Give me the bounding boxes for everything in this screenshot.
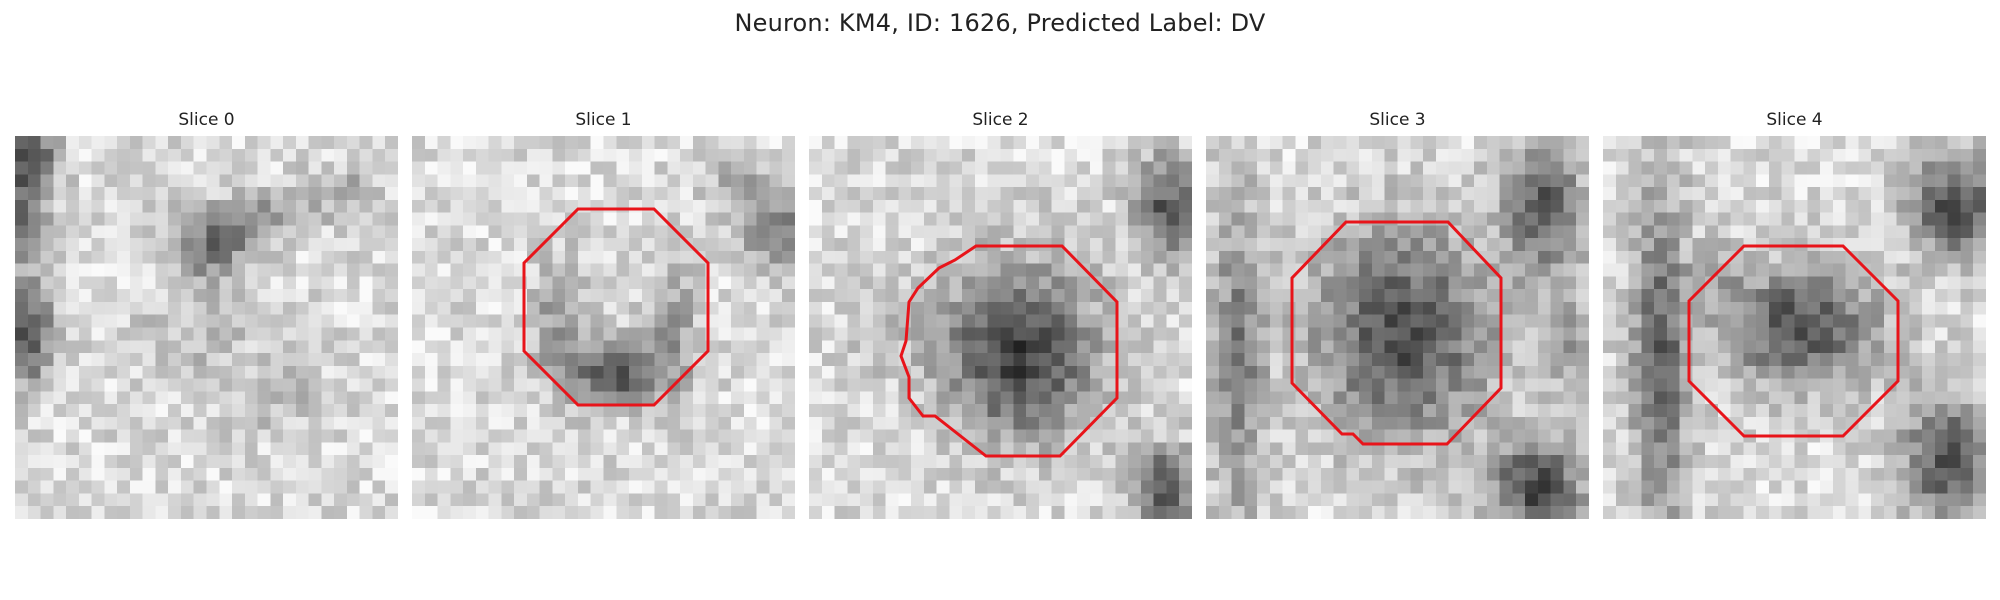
- roi-outline-3: [1290, 220, 1503, 446]
- slice-title-2: Slice 2: [972, 110, 1029, 130]
- slice-overlay-1: [522, 207, 710, 407]
- roi-outline-4: [1687, 244, 1900, 438]
- slice-canvas-4: [1603, 136, 1986, 519]
- slice-canvas-1: [412, 136, 795, 519]
- slice-title-3: Slice 3: [1369, 110, 1426, 130]
- slice-image-1: [412, 136, 795, 519]
- slice-panel-2: Slice 2: [809, 108, 1192, 519]
- slice-image-3: [1206, 136, 1589, 519]
- slice-title-1: Slice 1: [575, 110, 632, 130]
- roi-outline-1: [522, 207, 710, 407]
- slice-title-0: Slice 0: [178, 110, 235, 130]
- slice-panel-1: Slice 1: [412, 108, 795, 519]
- figure-title: Neuron: KM4, ID: 1626, Predicted Label: …: [734, 9, 1266, 37]
- slice-image-0: [15, 136, 398, 519]
- slice-overlay-0: [15, 136, 398, 519]
- slice-title-4: Slice 4: [1766, 110, 1823, 130]
- slice-panel-4: Slice 4: [1603, 108, 1986, 519]
- slice-canvas-0: [15, 136, 398, 519]
- slice-canvas-3: [1206, 136, 1589, 519]
- slice-panel-3: Slice 3: [1206, 108, 1589, 519]
- slice-overlay-2: [899, 244, 1119, 458]
- roi-outline-2: [899, 244, 1119, 458]
- slice-panel-0: Slice 0: [15, 108, 398, 519]
- slice-image-4: [1603, 136, 1986, 519]
- slice-overlay-3: [1290, 220, 1503, 446]
- slice-overlay-4: [1687, 244, 1900, 438]
- slice-image-2: [809, 136, 1192, 519]
